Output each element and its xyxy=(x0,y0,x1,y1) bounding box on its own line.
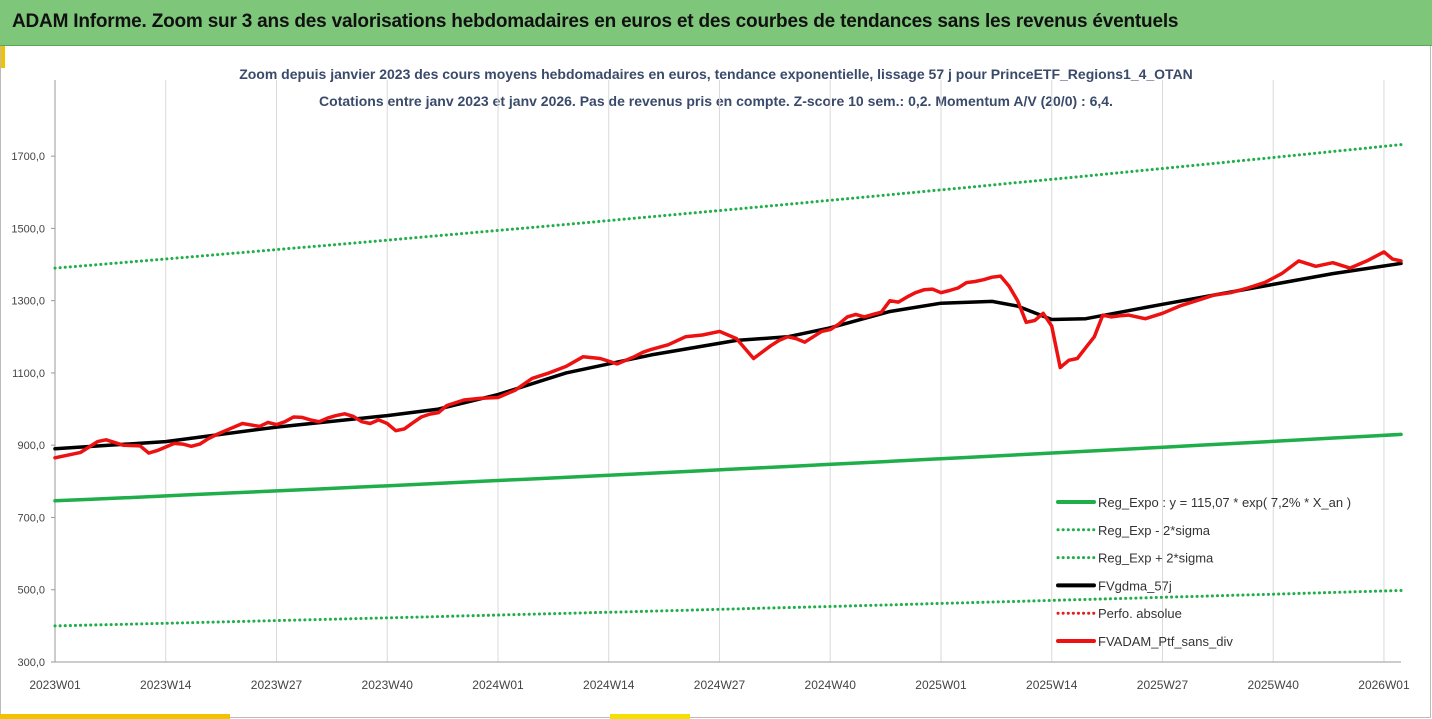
legend: Reg_Expo : y = 115,07 * exp( 7,2% * X_an… xyxy=(1056,495,1351,649)
chart-title: Zoom depuis janvier 2023 des cours moyen… xyxy=(239,66,1193,82)
accent-edge-bottom xyxy=(0,714,230,719)
accent-edge-bottom-2 xyxy=(610,714,690,719)
y-tick-label: 1300,0 xyxy=(11,296,45,308)
x-tick-label: 2023W40 xyxy=(362,678,414,692)
x-tick-label: 2023W14 xyxy=(140,678,192,692)
series-lines xyxy=(53,143,1403,628)
x-tick-label: 2025W40 xyxy=(1248,678,1300,692)
x-tick-label: 2025W14 xyxy=(1026,678,1078,692)
y-tick-label: 500,0 xyxy=(17,585,45,597)
x-tick-label: 2024W14 xyxy=(583,678,635,692)
x-tick-labels: 2023W01 2023W14 2023W27 2023W40 2024W01 2024W… xyxy=(29,678,1410,692)
x-tick-label: 2023W27 xyxy=(251,678,303,692)
y-tick-label: 1100,0 xyxy=(12,368,45,380)
series-line-5 xyxy=(53,250,1403,460)
x-tick-label: 2024W40 xyxy=(805,678,857,692)
legend-label: FVgdma_57j xyxy=(1098,578,1172,593)
series-line-3 xyxy=(53,261,1403,451)
series-line-0 xyxy=(53,432,1403,503)
y-tick-label: 900,0 xyxy=(17,440,45,452)
x-tick-label: 2023W01 xyxy=(29,678,81,692)
banner-title: ADAM Informe. Zoom sur 3 ans des valoris… xyxy=(12,11,1179,32)
legend-label: Reg_Expo : y = 115,07 * exp( 7,2% * X_an… xyxy=(1098,495,1351,510)
legend-label: Reg_Exp - 2*sigma xyxy=(1098,523,1211,538)
legend-label: Reg_Exp + 2*sigma xyxy=(1098,551,1214,566)
x-tick-label: 2026W01 xyxy=(1358,678,1410,692)
chart-frame xyxy=(0,46,1431,718)
x-tick-label: 2025W01 xyxy=(915,678,967,692)
y-tick-label: 300,0 xyxy=(17,657,45,669)
x-tick-label: 2024W01 xyxy=(472,678,524,692)
axes xyxy=(51,80,1401,663)
y-tick-labels: 300,0 500,0 700,0 900,0 1100,0 1300,0 1500,0 17… xyxy=(11,151,45,669)
y-tick-label: 1700,0 xyxy=(11,151,45,163)
series-line-1 xyxy=(53,589,1403,628)
report-banner: ADAM Informe. Zoom sur 3 ans des valoris… xyxy=(0,0,1432,46)
legend-label: FVADAM_Ptf_sans_div xyxy=(1098,634,1233,649)
chart-subtitle: Cotations entre janv 2023 et janv 2026. … xyxy=(319,93,1113,109)
y-tick-label: 1500,0 xyxy=(11,223,45,235)
x-tick-label: 2024W27 xyxy=(694,678,746,692)
accent-edge xyxy=(0,46,5,68)
grid-lines xyxy=(54,80,1385,662)
series-line-2 xyxy=(53,143,1403,270)
x-tick-label: 2025W27 xyxy=(1137,678,1189,692)
y-tick-label: 700,0 xyxy=(17,512,45,524)
legend-label: Perfo. absolue xyxy=(1098,606,1182,621)
